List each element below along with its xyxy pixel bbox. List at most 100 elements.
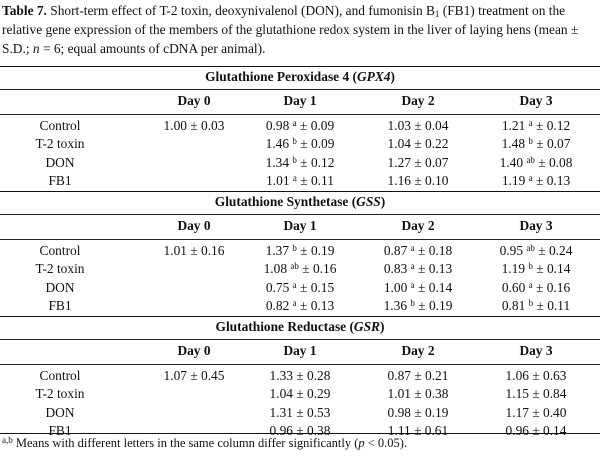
caption-n-variable: n xyxy=(32,41,40,56)
cell-mean: 1.11 xyxy=(387,422,411,438)
cell-pm: ± xyxy=(292,386,308,402)
cell-sd: 0.53 xyxy=(307,404,331,420)
cell-sd: 0.16 xyxy=(546,279,571,295)
cell-sd: 0.45 xyxy=(201,368,225,383)
table-cell: 1.08 ab ± 0.16 xyxy=(242,261,358,277)
table-cell: 1.04 ± 0.22 xyxy=(360,136,476,152)
cell-mean: 1.19 xyxy=(501,172,526,188)
cell-mean: 0.87 xyxy=(383,243,408,258)
section-title: Glutathione Synthetase (GSS) xyxy=(0,194,600,210)
cell-pm: ± xyxy=(186,118,202,133)
caption-label: Table 7. xyxy=(2,3,47,18)
cell-significance-letter: a xyxy=(292,118,297,128)
cell-mean: 0.81 xyxy=(501,297,526,313)
row-label: T-2 toxin xyxy=(35,261,85,277)
table-cell: 1.19 b ± 0.14 xyxy=(478,261,594,277)
header-rule xyxy=(0,114,600,115)
cell-pm: ± xyxy=(410,118,426,133)
table-cell: 1.03 ± 0.04 xyxy=(360,118,476,134)
cell-sd: 0.11 xyxy=(310,172,334,188)
table-cell: 1.48 b ± 0.07 xyxy=(478,136,594,152)
section-title-text-b: ) xyxy=(390,69,395,84)
row-label: DON xyxy=(45,279,75,295)
table-footnote: a,b Means with different letters in the … xyxy=(2,436,407,451)
header-rule xyxy=(0,239,600,240)
cell-sd: 0.38 xyxy=(307,422,331,438)
cell-sd: 0.03 xyxy=(201,118,225,133)
section-top-rule xyxy=(0,316,600,317)
cell-pm: ± xyxy=(292,404,308,420)
cell-pm: ± xyxy=(528,386,544,402)
table-cell: 0.95 ab ± 0.24 xyxy=(478,243,594,259)
table-cell: 1.01 ± 0.38 xyxy=(360,386,476,402)
cell-mean: 1.01 xyxy=(266,172,290,188)
cell-pm: ± xyxy=(532,172,547,188)
cell-sd: 0.40 xyxy=(543,404,567,420)
table-cell: 1.16 ± 0.10 xyxy=(360,173,476,189)
cell-pm: ± xyxy=(533,297,548,313)
cell-mean: 1.00 xyxy=(383,279,408,295)
cell-pm: ± xyxy=(298,261,313,277)
cell-mean: 1.04 xyxy=(387,136,411,152)
cell-sd: 0.10 xyxy=(425,172,449,188)
cell-pm: ± xyxy=(292,368,308,383)
cell-pm: ± xyxy=(410,172,426,188)
cell-sd: 0.29 xyxy=(307,386,331,402)
section-top-rule xyxy=(0,66,600,67)
cell-pm: ± xyxy=(528,368,544,383)
cell-mean: 1.27 xyxy=(387,154,411,170)
table-cell: 0.98 ± 0.19 xyxy=(360,405,476,421)
row-label: DON xyxy=(45,404,75,420)
row-label: T-2 toxin xyxy=(35,136,85,152)
cell-pm: ± xyxy=(532,279,547,295)
table-cell: 1.11 ± 0.61 xyxy=(360,423,476,439)
section-title: Glutathione Reductase (GSR) xyxy=(0,319,600,335)
cell-mean: 1.01 xyxy=(387,386,411,402)
cell-sd: 0.21 xyxy=(425,368,449,383)
cell-mean: 1.08 xyxy=(263,261,288,277)
header-rule xyxy=(0,364,600,365)
cell-mean: 1.21 xyxy=(501,118,526,133)
cell-sd: 0.63 xyxy=(543,368,567,383)
cell-significance-letter: a xyxy=(292,279,297,290)
table-cell: 1.00 ± 0.03 xyxy=(136,118,252,134)
row-label: Control xyxy=(39,118,81,133)
cell-mean: 1.48 xyxy=(501,136,526,152)
cell-sd: 0.13 xyxy=(546,172,571,188)
caption-subscript: 1 xyxy=(434,9,440,19)
column-header: Day 3 xyxy=(519,343,553,358)
cell-pm: ± xyxy=(534,154,549,170)
table-cell: 1.01 ± 0.16 xyxy=(136,243,252,259)
cell-sd: 0.19 xyxy=(425,404,449,420)
column-header: Day 2 xyxy=(401,93,435,108)
table-cell: 0.82 a ± 0.13 xyxy=(242,298,358,314)
column-header: Day 1 xyxy=(283,93,317,108)
cell-significance-letter: a xyxy=(528,118,533,128)
cell-significance-letter: ab xyxy=(526,154,535,165)
section-title-text-a: Glutathione Peroxidase 4 ( xyxy=(205,69,357,84)
cell-mean: 0.83 xyxy=(383,261,408,277)
table-cell: 1.00 a ± 0.14 xyxy=(360,280,476,296)
cell-pm: ± xyxy=(296,279,311,295)
cell-mean: 1.16 xyxy=(387,172,411,188)
row-label: T-2 toxin xyxy=(35,386,85,402)
cell-sd: 0.38 xyxy=(425,386,449,402)
cell-mean: 0.75 xyxy=(265,279,290,295)
table-cell: 0.60 a ± 0.16 xyxy=(478,280,594,296)
section-title-rule xyxy=(0,89,600,90)
table-cell: 1.06 ± 0.63 xyxy=(478,368,594,384)
cell-mean: 1.36 xyxy=(383,297,408,313)
table-cell: 1.27 ± 0.07 xyxy=(360,155,476,171)
cell-mean: 1.17 xyxy=(505,404,529,420)
table-cell: 0.81 b ± 0.11 xyxy=(478,298,594,314)
cell-mean: 1.07 xyxy=(163,368,187,383)
cell-significance-letter: ab xyxy=(526,243,535,253)
cell-mean: 1.15 xyxy=(505,386,529,402)
table-cell: 0.87 ± 0.21 xyxy=(360,368,476,384)
cell-mean: 0.98 xyxy=(387,404,411,420)
cell-sd: 0.04 xyxy=(425,118,449,133)
table-cell: 1.46 b ± 0.09 xyxy=(242,136,358,152)
cell-pm: ± xyxy=(292,422,308,438)
cell-pm: ± xyxy=(296,118,311,133)
